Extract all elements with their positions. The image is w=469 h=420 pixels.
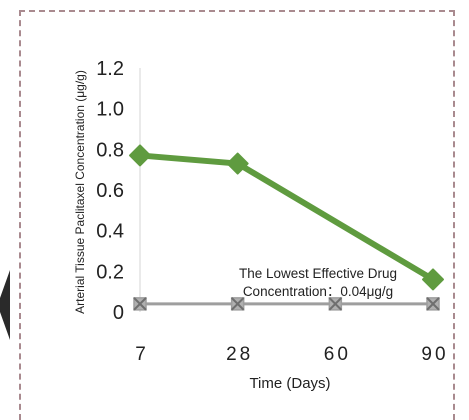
threshold-marker-x xyxy=(230,297,245,311)
dashed-frame xyxy=(19,10,455,420)
y-tick-label: 1.0 xyxy=(96,99,124,121)
drug-series xyxy=(129,144,444,291)
x-axis-title: Time (Days) xyxy=(249,375,330,392)
x-tick-label: 7 xyxy=(135,344,149,365)
y-tick-label: 0.8 xyxy=(96,139,124,161)
x-tick-labels: 7 28 60 90 xyxy=(135,344,448,365)
x-tick-label: 28 xyxy=(226,344,253,365)
y-tick-labels: 0 0.2 0.4 0.6 0.8 1.0 1.2 xyxy=(96,58,124,324)
y-tick-label: 0.6 xyxy=(96,180,124,202)
y-tick-label: 0 xyxy=(113,302,124,324)
y-tick-label: 1.2 xyxy=(96,58,124,80)
y-tick-label: 0.2 xyxy=(96,261,124,283)
drug-point xyxy=(226,152,249,175)
y-tick-label: 0.4 xyxy=(96,221,124,243)
x-tick-label: 60 xyxy=(324,344,351,365)
drug-line xyxy=(139,152,435,283)
threshold-series xyxy=(133,297,440,311)
left-edge-tab xyxy=(0,270,10,340)
x-tick-label: 90 xyxy=(421,344,448,365)
annotation-line-1: The Lowest Effective Drug xyxy=(239,266,397,281)
annotation-line-2: Concentration：0.04μg/g xyxy=(243,284,393,299)
threshold-marker-x xyxy=(426,297,440,311)
drug-point xyxy=(129,144,151,167)
threshold-marker-x xyxy=(133,297,147,311)
threshold-marker-x xyxy=(328,297,343,311)
line-chart: 0 0.2 0.4 0.6 0.8 1.0 1.2 7 28 60 90 The Lowest E… xyxy=(73,58,448,392)
drug-point xyxy=(422,268,444,291)
y-axis-title: Arterial Tissue Paclitaxel Concentration… xyxy=(73,70,87,314)
